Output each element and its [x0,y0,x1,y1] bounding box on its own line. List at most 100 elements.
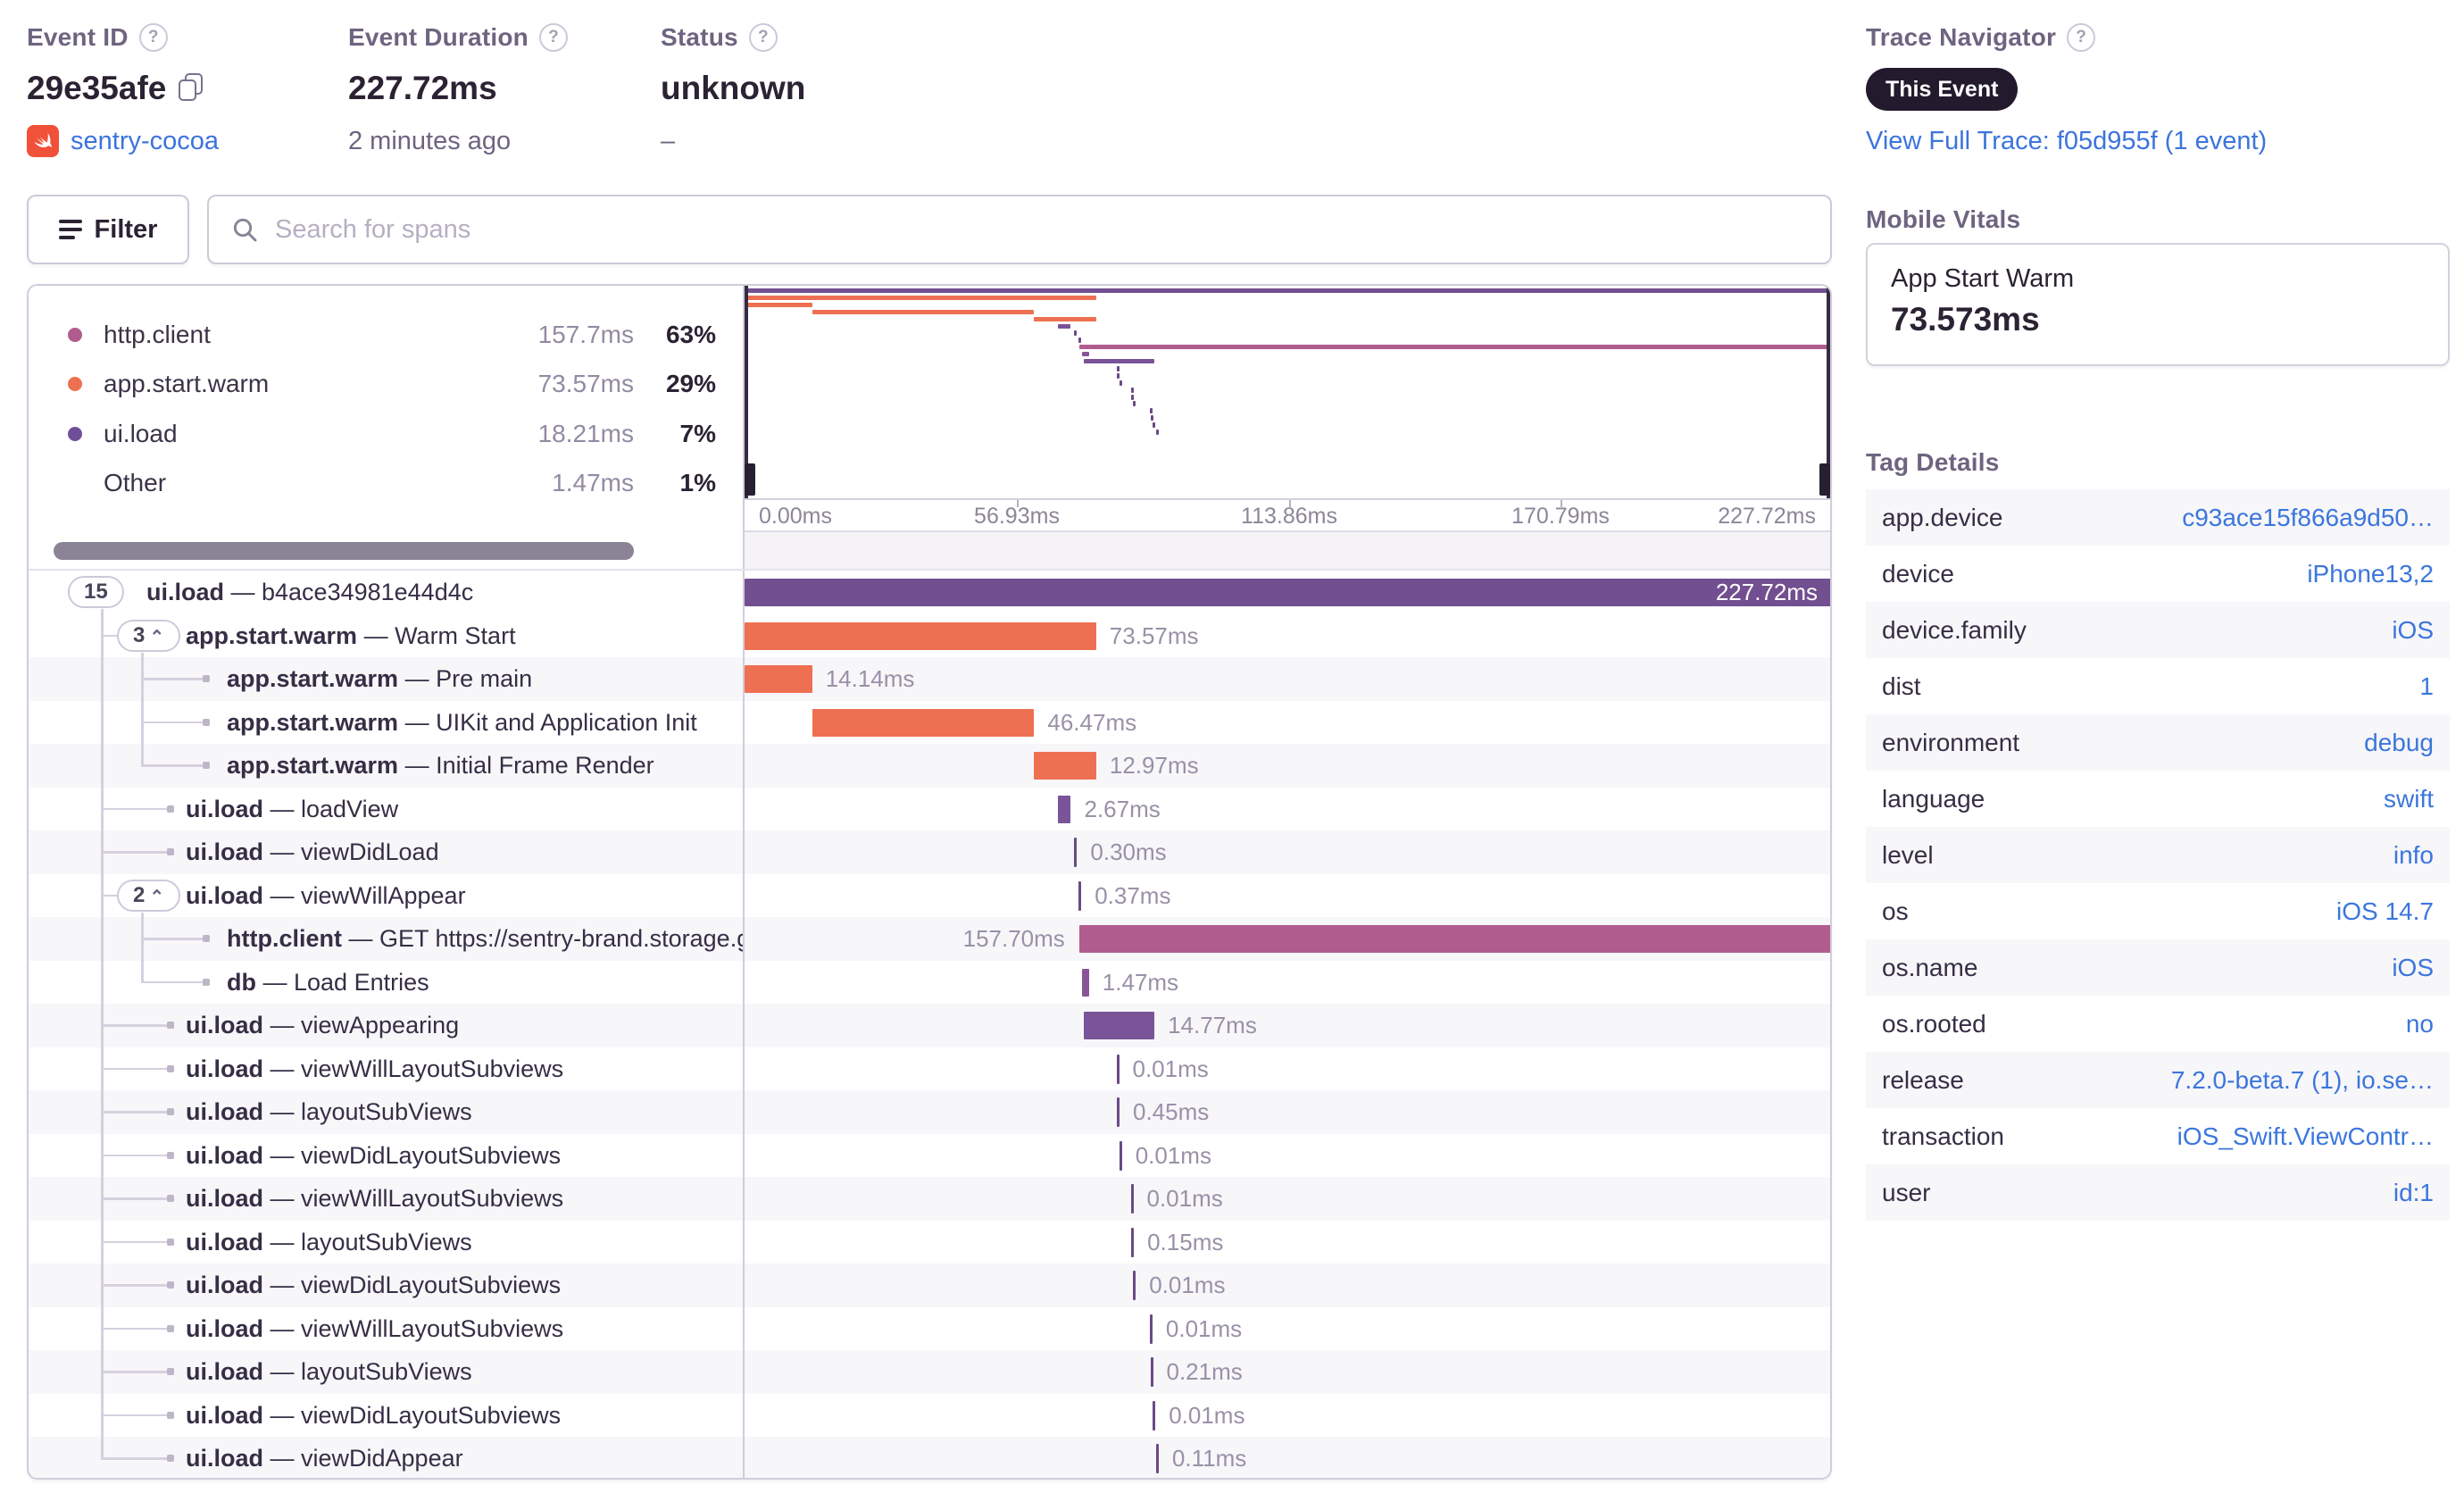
axis-tick [1561,500,1562,507]
span-row[interactable]: ui.load — viewWillLayoutSubviews 0.01ms [29,1177,1830,1221]
tag-value-link[interactable]: iOS 14.7 [2336,897,2434,925]
span-bar[interactable] [1133,1271,1136,1300]
span-tree-cell: ui.load — loadView [29,787,745,830]
help-icon[interactable]: ? [538,23,568,52]
span-row[interactable]: ui.load — viewDidLayoutSubviews 0.01ms [29,1264,1830,1307]
span-bar-cell: 12.97ms [745,744,1830,788]
subheader-right [745,532,1830,569]
span-row[interactable]: ui.load — layoutSubViews 0.45ms [29,1090,1830,1134]
span-bar[interactable] [745,579,1830,606]
tag-value-link[interactable]: swift [2384,784,2434,813]
tag-value-link[interactable]: id:1 [2393,1178,2434,1206]
status-sub: – [661,126,676,155]
span-bar[interactable] [1155,1444,1159,1473]
span-bar[interactable] [1117,1097,1120,1127]
minimap-right-handle-grip[interactable] [1819,463,1830,496]
span-row[interactable]: ui.load — viewDidLoad 0.30ms [29,830,1830,874]
tag-value-link[interactable]: 7.2.0-beta.7 (1), io.se… [2170,1065,2434,1094]
span-bar[interactable] [1084,1012,1155,1039]
legend-item-ui.load: ui.load 18.21ms 7% [29,414,743,454]
view-full-trace-link[interactable]: View Full Trace: f05d955f (1 event) [1866,127,2268,155]
tree-guide-elbow [101,1327,170,1330]
search-input[interactable] [275,214,1809,245]
span-bar[interactable] [1058,795,1071,823]
filter-button[interactable]: Filter [27,195,189,264]
span-bar[interactable] [1119,1140,1122,1171]
tag-value-link[interactable]: iPhone13,2 [2307,559,2434,588]
span-bar[interactable] [1081,968,1089,997]
span-bar[interactable] [1078,880,1082,911]
span-bar[interactable] [1116,1054,1120,1084]
span-label: ui.load — viewWillLayoutSubviews [186,1055,564,1082]
span-bar[interactable] [745,621,1096,650]
tree-guide-elbow [101,1414,170,1417]
trace-navigator-label: Trace Navigator [1866,23,2057,51]
span-row[interactable]: ui.load — viewWillLayoutSubviews 0.01ms [29,1306,1830,1350]
minimap-left-handle[interactable] [745,286,748,498]
tag-details-table: app.device c93ace15f866a9d50… device iPhone… [1866,489,2450,1221]
tag-value-link[interactable]: no [2405,1009,2434,1038]
span-op: ui.load [186,1098,263,1125]
help-icon[interactable]: ? [748,23,778,52]
tag-value-link[interactable]: iOS_Swift.ViewContr… [2177,1122,2434,1150]
span-row[interactable]: ui.load — layoutSubViews 0.21ms [29,1350,1830,1394]
span-row[interactable]: ui.load — viewWillLayoutSubviews 0.01ms [29,1047,1830,1090]
span-row[interactable]: 2 ⌃ ui.load — viewWillAppear 0.37ms [29,873,1830,917]
legend-percent: 63% [665,321,716,348]
tag-value-link[interactable]: debug [2364,728,2434,756]
tag-value-link[interactable]: iOS [2392,615,2434,644]
span-children-count-pill[interactable]: 2 ⌃ [117,879,181,912]
project-link[interactable]: sentry-cocoa [71,126,220,155]
span-bar[interactable] [745,665,812,693]
minimap-right-handle[interactable] [1827,286,1830,498]
legend-dot [68,377,82,391]
span-tree-cell: 15 ui.load — b4ace34981e44d4c [29,571,745,614]
tag-value-link[interactable]: c93ace15f866a9d50… [2182,503,2434,531]
status-block: Status ? unknown – [661,20,805,159]
trace-minimap[interactable] [745,286,1830,498]
span-children-count-pill[interactable]: 15 [68,576,124,609]
span-op: ui.load [186,795,263,822]
span-bar[interactable] [1150,1357,1153,1387]
span-children-count-pill[interactable]: 3 ⌃ [117,619,181,652]
span-row[interactable]: ui.load — viewDidAppear 0.11ms [29,1437,1830,1478]
tree-guide-dot [167,1151,174,1159]
span-bar[interactable] [1074,838,1078,867]
tag-value-link[interactable]: 1 [2419,671,2434,700]
tree-guide-dot [167,1108,174,1116]
tree-scroll-track [29,532,745,569]
span-op: db [227,968,256,996]
span-row[interactable]: 15 ui.load — b4ace34981e44d4c 227.72ms [29,571,1830,614]
help-icon[interactable]: ? [138,23,168,52]
minimap-span-bar [1058,323,1071,329]
span-bar[interactable] [1131,1227,1135,1257]
span-bar[interactable] [1130,1184,1134,1214]
span-row[interactable]: ui.load — loadView 2.67ms [29,787,1830,830]
span-row[interactable]: ui.load — viewDidLayoutSubviews 0.01ms [29,1393,1830,1437]
span-row[interactable]: ui.load — viewDidLayoutSubviews 0.01ms [29,1133,1830,1177]
span-row[interactable]: app.start.warm — UIKit and Application I… [29,700,1830,744]
span-row[interactable]: ui.load — layoutSubViews 0.15ms [29,1220,1830,1264]
span-tree-cell: 3 ⌃ app.start.warm — Warm Start [29,613,745,657]
span-row[interactable]: app.start.warm — Pre main 14.14ms [29,657,1830,701]
span-row[interactable]: ui.load — viewAppearing 14.77ms [29,1004,1830,1047]
tag-value-link[interactable]: iOS [2392,953,2434,981]
span-bar[interactable] [812,708,1035,737]
span-row[interactable]: http.client — GET https://sentry-brand.s… [29,917,1830,961]
span-tree-cell: ui.load — viewAppearing [29,1004,745,1047]
span-bar[interactable] [1149,1314,1153,1344]
span-bar[interactable] [1153,1400,1156,1430]
copy-icon[interactable] [179,73,205,104]
span-row[interactable]: db — Load Entries 1.47ms [29,960,1830,1004]
help-icon[interactable]: ? [2067,23,2096,52]
search-icon [233,218,257,242]
mobile-vitals-card[interactable]: App Start Warm 73.573ms [1866,243,2450,366]
minimap-left-handle-grip[interactable] [745,463,755,496]
tag-value-link[interactable]: info [2393,840,2434,869]
span-bar[interactable] [1078,925,1830,953]
horizontal-scrollbar-thumb[interactable] [54,542,634,560]
span-duration-label: 0.30ms [1090,838,1167,865]
span-row[interactable]: app.start.warm — Initial Frame Render 12.… [29,744,1830,788]
span-row[interactable]: 3 ⌃ app.start.warm — Warm Start 73.57ms [29,613,1830,657]
span-bar[interactable] [1034,752,1096,780]
